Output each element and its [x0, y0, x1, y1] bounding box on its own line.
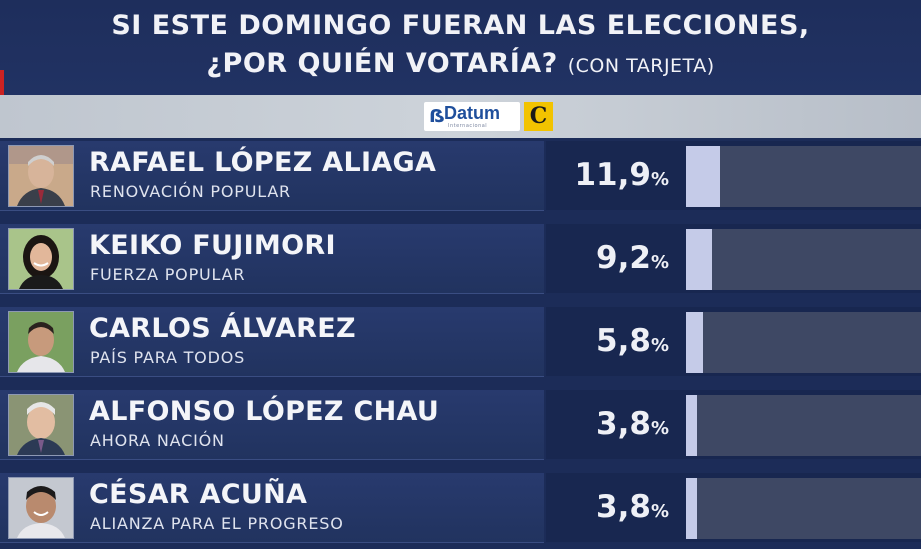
value-number: 3,8	[596, 406, 651, 442]
candidate-panel	[0, 307, 544, 377]
bar	[686, 312, 703, 373]
value-number: 5,8	[596, 323, 651, 359]
candidate-photo	[8, 311, 74, 373]
value-label: 3,8%	[596, 406, 669, 442]
candidate-name: CÉSAR ACUÑA	[89, 479, 308, 510]
bar-track	[686, 478, 921, 539]
bar-track	[686, 146, 921, 207]
value-label: 3,8%	[596, 489, 669, 525]
bar	[686, 478, 697, 539]
candidate-photo	[8, 394, 74, 456]
bar-track	[686, 312, 921, 373]
title-line-1: SI ESTE DOMINGO FUERAN LAS ELECCIONES,	[111, 10, 810, 41]
datum-logo-word: Datum	[444, 103, 501, 123]
candidate-panel	[0, 390, 544, 460]
red-edge-mark	[0, 70, 4, 95]
value-number: 3,8	[596, 489, 651, 525]
logo-strip: ẞ Datum Internacional C	[0, 95, 921, 138]
title-line-2: ¿POR QUIÉN VOTARÍA? (CON TARJETA)	[0, 48, 921, 79]
el-comercio-logo: C	[524, 102, 553, 131]
chart-header: SI ESTE DOMINGO FUERAN LAS ELECCIONES, ¿…	[0, 0, 921, 95]
candidate-party: PAÍS PARA TODOS	[90, 348, 246, 367]
value-number: 11,9	[574, 157, 651, 193]
datum-logo-sub: Internacional	[448, 123, 488, 129]
candidate-photo	[8, 477, 74, 539]
value-label: 5,8%	[596, 323, 669, 359]
value-unit: %	[650, 418, 669, 439]
candidate-party: AHORA NACIÓN	[90, 431, 225, 450]
bar-track	[686, 229, 921, 290]
value-label: 11,9%	[574, 157, 669, 193]
title-note: (CON TARJETA)	[567, 55, 715, 77]
value-unit: %	[650, 501, 669, 522]
candidate-name: ALFONSO LÓPEZ CHAU	[89, 396, 440, 427]
datum-logo: ẞ Datum Internacional	[424, 102, 520, 131]
candidate-name: CARLOS ÁLVAREZ	[89, 313, 356, 344]
value-number: 9,2	[596, 240, 651, 276]
candidate-photo	[8, 228, 74, 290]
value-label: 9,2%	[596, 240, 669, 276]
candidate-party: FUERZA POPULAR	[90, 265, 246, 284]
value-unit: %	[650, 252, 669, 273]
candidate-party: ALIANZA PARA EL PROGRESO	[90, 514, 344, 533]
candidate-row: CÉSAR ACUÑA ALIANZA PARA EL PROGRESO 3,8%	[0, 473, 921, 543]
candidate-name: KEIKO FUJIMORI	[89, 230, 336, 261]
candidate-panel	[0, 141, 544, 211]
bar	[686, 146, 720, 207]
title-question: ¿POR QUIÉN VOTARÍA?	[206, 48, 558, 79]
datum-logo-icon: ẞ	[429, 106, 446, 127]
candidate-row: KEIKO FUJIMORI FUERZA POPULAR 9,2%	[0, 224, 921, 294]
candidate-party: RENOVACIÓN POPULAR	[90, 182, 291, 201]
candidate-panel	[0, 473, 544, 543]
candidate-name: RAFAEL LÓPEZ ALIAGA	[89, 147, 437, 178]
candidate-row: RAFAEL LÓPEZ ALIAGA RENOVACIÓN POPULAR 11,…	[0, 141, 921, 211]
value-unit: %	[650, 169, 669, 190]
candidate-photo	[8, 145, 74, 207]
bar-track	[686, 395, 921, 456]
bar	[686, 395, 697, 456]
bar	[686, 229, 712, 290]
candidate-row: ALFONSO LÓPEZ CHAU AHORA NACIÓN 3,8%	[0, 390, 921, 460]
value-unit: %	[650, 335, 669, 356]
candidate-panel	[0, 224, 544, 294]
candidate-row: CARLOS ÁLVAREZ PAÍS PARA TODOS 5,8%	[0, 307, 921, 377]
